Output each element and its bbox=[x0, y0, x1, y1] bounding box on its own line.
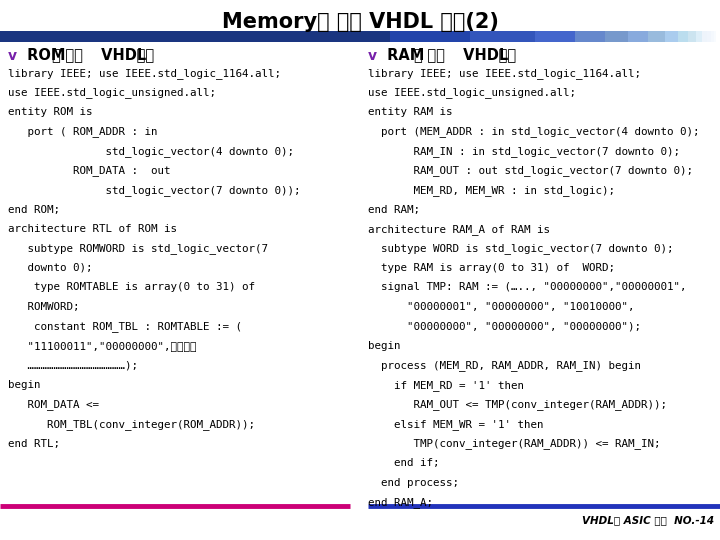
Text: use IEEE.std_logic_unsigned.all;: use IEEE.std_logic_unsigned.all; bbox=[368, 87, 576, 98]
Text: ROM: ROM bbox=[22, 49, 66, 64]
Text: subtype ROMWORD is std_logic_vector(7: subtype ROMWORD is std_logic_vector(7 bbox=[8, 244, 268, 254]
Bar bbox=[688, 31, 696, 42]
Text: downto 0);: downto 0); bbox=[8, 263, 92, 273]
Text: begin: begin bbox=[368, 341, 400, 351]
Bar bbox=[665, 31, 678, 42]
Text: end process;: end process; bbox=[368, 477, 459, 488]
Bar bbox=[628, 31, 648, 42]
Text: port ( ROM_ADDR : in: port ( ROM_ADDR : in bbox=[8, 126, 158, 137]
Text: TMP(conv_integer(RAM_ADDR)) <= RAM_IN;: TMP(conv_integer(RAM_ADDR)) <= RAM_IN; bbox=[368, 438, 660, 449]
Bar bbox=[696, 31, 702, 42]
Text: RAM: RAM bbox=[382, 49, 424, 64]
Text: signal TMP: RAM := (….., "00000000","00000001",: signal TMP: RAM := (….., "00000000","000… bbox=[368, 282, 686, 293]
Text: VHDL과 ASIC 설계  NO.-14: VHDL과 ASIC 설계 NO.-14 bbox=[582, 515, 714, 525]
Text: end RTL;: end RTL; bbox=[8, 438, 60, 449]
Text: library IEEE; use IEEE.std_logic_1164.all;: library IEEE; use IEEE.std_logic_1164.al… bbox=[8, 68, 281, 79]
Text: entity RAM is: entity RAM is bbox=[368, 107, 452, 117]
Text: use IEEE.std_logic_unsigned.all;: use IEEE.std_logic_unsigned.all; bbox=[8, 87, 216, 98]
Bar bbox=[605, 31, 628, 42]
Text: RAM_IN : in std_logic_vector(7 downto 0);: RAM_IN : in std_logic_vector(7 downto 0)… bbox=[368, 146, 680, 157]
Bar bbox=[0, 31, 390, 42]
Text: ROM_DATA :  out: ROM_DATA : out bbox=[8, 165, 171, 177]
Text: Memory에 대한 VHDL 설계(2): Memory에 대한 VHDL 설계(2) bbox=[222, 12, 498, 32]
Text: "11100011","00000000",중간생략: "11100011","00000000",중간생략 bbox=[8, 341, 197, 351]
Text: RAM_OUT <= TMP(conv_integer(RAM_ADDR));: RAM_OUT <= TMP(conv_integer(RAM_ADDR)); bbox=[368, 400, 667, 410]
Text: RAM_OUT : out std_logic_vector(7 downto 0);: RAM_OUT : out std_logic_vector(7 downto … bbox=[368, 165, 693, 177]
Bar bbox=[390, 31, 470, 42]
Text: 에 대한: 에 대한 bbox=[52, 49, 83, 64]
Bar bbox=[716, 31, 720, 42]
Text: library IEEE; use IEEE.std_logic_1164.all;: library IEEE; use IEEE.std_logic_1164.al… bbox=[368, 68, 641, 79]
Text: VHDL: VHDL bbox=[458, 49, 508, 64]
Text: elsif MEM_WR = '1' then: elsif MEM_WR = '1' then bbox=[368, 419, 544, 430]
Text: ROM_DATA <=: ROM_DATA <= bbox=[8, 400, 99, 410]
Text: 표현: 표현 bbox=[494, 49, 516, 64]
Text: subtype WORD is std_logic_vector(7 downto 0);: subtype WORD is std_logic_vector(7 downt… bbox=[368, 244, 673, 254]
Text: end if;: end if; bbox=[368, 458, 439, 468]
Bar bbox=[648, 31, 665, 42]
Text: "00000000", "00000000", "00000000");: "00000000", "00000000", "00000000"); bbox=[368, 321, 641, 332]
Text: if MEM_RD = '1' then: if MEM_RD = '1' then bbox=[368, 380, 524, 391]
Text: port (MEM_ADDR : in std_logic_vector(4 downto 0);: port (MEM_ADDR : in std_logic_vector(4 d… bbox=[368, 126, 700, 137]
Text: type RAM is array(0 to 31) of  WORD;: type RAM is array(0 to 31) of WORD; bbox=[368, 263, 615, 273]
Bar bbox=[535, 31, 575, 42]
Bar bbox=[470, 31, 535, 42]
Text: MEM_RD, MEM_WR : in std_logic);: MEM_RD, MEM_WR : in std_logic); bbox=[368, 185, 615, 196]
Bar bbox=[714, 31, 716, 42]
Text: std_logic_vector(7 downto 0));: std_logic_vector(7 downto 0)); bbox=[8, 185, 300, 196]
Text: 에 대한: 에 대한 bbox=[414, 49, 445, 64]
Text: begin: begin bbox=[8, 380, 40, 390]
Text: "00000001", "00000000", "10010000",: "00000001", "00000000", "10010000", bbox=[368, 302, 634, 312]
Text: 표현: 표현 bbox=[132, 49, 154, 64]
Text: constant ROM_TBL : ROMTABLE := (: constant ROM_TBL : ROMTABLE := ( bbox=[8, 321, 242, 333]
Text: v: v bbox=[8, 49, 17, 63]
Bar bbox=[678, 31, 688, 42]
Bar bbox=[575, 31, 605, 42]
Text: end RAM_A;: end RAM_A; bbox=[368, 497, 433, 508]
Bar bbox=[707, 31, 711, 42]
Text: architecture RTL of ROM is: architecture RTL of ROM is bbox=[8, 224, 177, 234]
Text: architecture RAM_A of RAM is: architecture RAM_A of RAM is bbox=[368, 224, 550, 235]
Text: ………………………………………);: ………………………………………); bbox=[8, 361, 138, 370]
Text: end ROM;: end ROM; bbox=[8, 205, 60, 214]
Text: end RAM;: end RAM; bbox=[368, 205, 420, 214]
Text: process (MEM_RD, RAM_ADDR, RAM_IN) begin: process (MEM_RD, RAM_ADDR, RAM_IN) begin bbox=[368, 361, 641, 372]
Text: VHDL: VHDL bbox=[96, 49, 146, 64]
Text: std_logic_vector(4 downto 0);: std_logic_vector(4 downto 0); bbox=[8, 146, 294, 157]
Bar bbox=[702, 31, 707, 42]
Text: entity ROM is: entity ROM is bbox=[8, 107, 92, 117]
Bar bbox=[711, 31, 714, 42]
Text: ROMWORD;: ROMWORD; bbox=[8, 302, 79, 312]
Text: ROM_TBL(conv_integer(ROM_ADDR));: ROM_TBL(conv_integer(ROM_ADDR)); bbox=[8, 419, 255, 430]
Text: v: v bbox=[368, 49, 377, 63]
Text: type ROMTABLE is array(0 to 31) of: type ROMTABLE is array(0 to 31) of bbox=[8, 282, 255, 293]
